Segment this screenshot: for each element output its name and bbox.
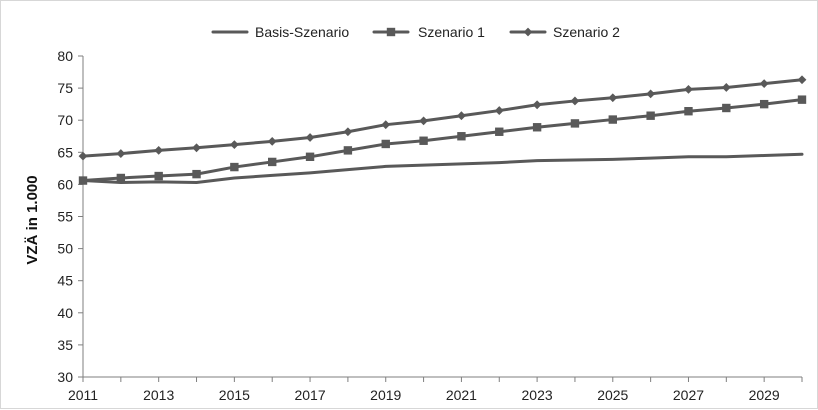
data-point-1	[759, 99, 769, 109]
data-point-1	[230, 162, 239, 172]
data-point-1	[154, 171, 163, 181]
legend-item-2: Szenario 2	[509, 24, 620, 40]
data-point-2	[759, 79, 769, 89]
data-point-2	[116, 149, 126, 158]
legend-item-0: Basis-Szenario	[211, 24, 349, 40]
data-point-1	[570, 119, 580, 128]
data-point-1	[116, 173, 126, 183]
x-tick-label: 2021	[446, 387, 477, 403]
series-2	[78, 75, 807, 161]
series-1	[78, 95, 807, 185]
y-tick-label: 35	[57, 337, 73, 353]
y-tick-label: 75	[57, 80, 73, 96]
y-tick-label: 55	[57, 209, 73, 225]
data-point-2	[494, 106, 504, 115]
data-point-1	[608, 115, 617, 124]
data-point-1	[457, 132, 466, 141]
x-tick-label: 2029	[749, 387, 780, 403]
data-point-1	[684, 107, 693, 116]
data-point-1	[797, 95, 807, 104]
legend-marker-2	[523, 27, 533, 37]
y-tick-label: 60	[57, 176, 73, 192]
axes: 30 35 40 45 50 55 60 65 70 75 80 2011 2013 2015 2017 20…	[57, 48, 803, 403]
legend-label-0: Basis-Szenario	[255, 24, 349, 40]
y-tick-label: 45	[57, 273, 73, 289]
data-point-2	[608, 93, 618, 103]
data-point-1	[78, 176, 88, 185]
data-point-2	[267, 136, 277, 146]
series-line-1	[81, 98, 804, 183]
series-0	[81, 152, 804, 184]
data-point-1	[532, 123, 542, 132]
data-point-2	[721, 83, 731, 92]
series-layer	[78, 75, 807, 185]
x-tick-label: 2025	[597, 387, 628, 403]
data-point-1	[722, 103, 731, 113]
data-point-2	[229, 140, 239, 149]
x-tick-label: 2013	[143, 387, 174, 403]
data-point-1	[343, 146, 353, 155]
data-point-1	[268, 157, 277, 167]
x-tick-label: 2017	[294, 387, 325, 403]
legend-item-1: Szenario 1	[372, 24, 485, 40]
data-point-2	[570, 96, 580, 106]
y-tick-label: 65	[57, 144, 73, 160]
y-tick-label: 80	[57, 48, 73, 64]
data-point-2	[532, 100, 542, 110]
legend: Basis-Szenario Szenario 1 Szenario 2	[211, 24, 620, 40]
data-point-1	[381, 139, 390, 149]
data-point-2	[684, 84, 693, 94]
data-point-2	[192, 143, 201, 153]
data-point-1	[192, 169, 201, 179]
y-tick-label: 30	[57, 369, 73, 385]
data-point-2	[646, 89, 656, 99]
y-tick-label: 50	[57, 241, 73, 257]
data-point-2	[154, 145, 164, 155]
data-point-2	[305, 133, 315, 142]
y-tick-label: 70	[57, 112, 73, 128]
legend-label-2: Szenario 2	[553, 24, 620, 40]
series-line-0	[81, 152, 804, 184]
x-tick-label: 2019	[370, 387, 401, 403]
data-point-1	[419, 136, 428, 145]
data-point-1	[646, 111, 655, 120]
data-point-1	[495, 127, 504, 136]
x-tick-label: 2023	[522, 387, 553, 403]
data-point-1	[305, 152, 315, 161]
data-point-2	[343, 127, 353, 137]
legend-marker-1	[386, 27, 396, 37]
data-point-2	[457, 111, 466, 121]
legend-label-1: Szenario 1	[418, 24, 485, 40]
x-tick-label: 2011	[68, 387, 98, 403]
x-tick-label: 2027	[673, 387, 704, 403]
y-axis-title: VZÄ in 1.000	[24, 175, 41, 264]
x-tick-label: 2015	[219, 387, 250, 403]
data-point-2	[797, 75, 807, 85]
series-line-2	[81, 78, 804, 158]
y-tick-label: 40	[57, 305, 73, 321]
data-point-2	[78, 151, 88, 161]
data-point-2	[419, 116, 428, 126]
data-point-2	[381, 120, 391, 130]
